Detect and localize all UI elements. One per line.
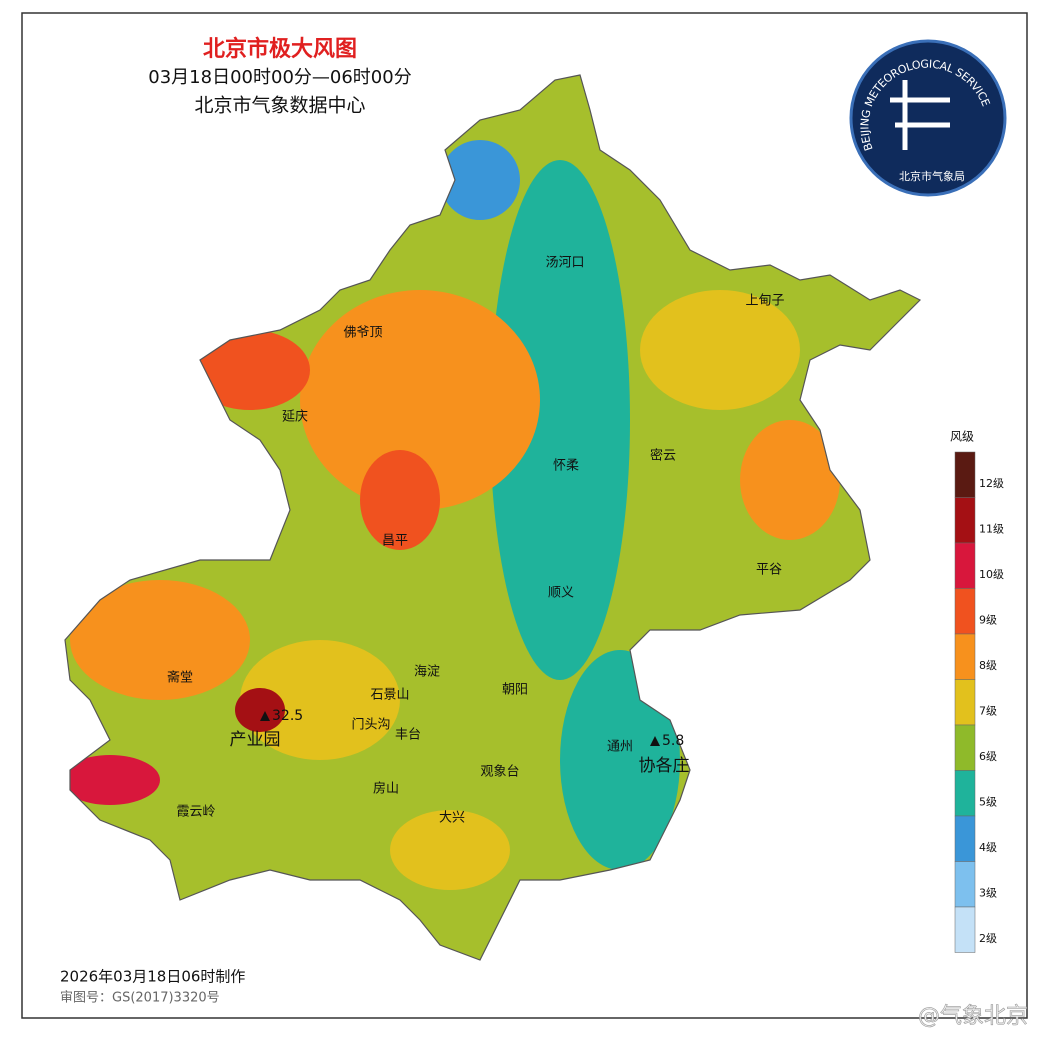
place-label: 密云 [650, 448, 676, 464]
legend: 风级 12级 11级 10级 9级 8级 7级 6级 5级 4级 3级 2级 [950, 430, 1004, 953]
station-marker [260, 711, 270, 721]
legend-label: 5级 [979, 795, 997, 808]
place-label: 延庆 [282, 410, 308, 425]
place-label: 汤河口 [545, 256, 584, 271]
station-name: 产业园 [230, 730, 281, 750]
legend-label: 2级 [979, 932, 997, 945]
legend-title: 风级 [950, 430, 974, 444]
legend-label: 7级 [979, 704, 997, 717]
legend-label: 8级 [979, 659, 997, 672]
legend-swatch [954, 906, 976, 953]
place-label: 霞云岭 [176, 805, 215, 820]
place-label: 斋堂 [167, 670, 193, 686]
title: 北京市极大风图 [203, 36, 357, 62]
place-label: 观象台 [480, 765, 519, 780]
made-time: 2026年03月18日06时制作 [60, 968, 245, 986]
period: 03月18日00时00分—06时00分 [148, 67, 411, 88]
legend-swatch [954, 815, 976, 862]
place-label: 怀柔 [553, 459, 579, 474]
legend-label: 6级 [979, 750, 997, 763]
place-label: 朝阳 [502, 683, 528, 698]
station-value: 32.5 [272, 708, 303, 724]
legend-swatch [954, 679, 976, 726]
legend-swatch [954, 724, 976, 771]
place-label: 石景山 [370, 688, 409, 703]
legend-swatch [954, 451, 976, 498]
place-label: 大兴 [439, 811, 465, 826]
logo: BEIJING METEOROLOGICAL SERVICE 北京市气象局 [849, 39, 1007, 197]
place-label: 丰台 [395, 728, 421, 743]
station-marker [650, 736, 660, 746]
place-label: 门头沟 [351, 718, 390, 733]
place-label: 海淀 [414, 665, 440, 680]
place-label: 上甸子 [745, 294, 784, 309]
legend-swatch [954, 497, 976, 544]
legend-label: 4级 [979, 841, 997, 854]
source: 北京市气象数据中心 [194, 95, 365, 117]
legend-swatch [954, 633, 976, 680]
legend-swatch [954, 542, 976, 589]
place-label: 房山 [373, 781, 399, 797]
legend-label: 11级 [979, 522, 1004, 535]
legend-label: 10级 [979, 568, 1004, 581]
legend-swatch [954, 861, 976, 908]
watermark: @气象北京 [918, 1004, 1028, 1029]
place-label: 佛爷顶 [343, 326, 382, 341]
legend-swatch [954, 770, 976, 817]
legend-label: 3级 [979, 886, 997, 899]
station-name: 协各庄 [639, 756, 690, 776]
place-label: 顺义 [548, 586, 574, 601]
legend-swatch [954, 588, 976, 635]
place-label: 平谷 [756, 563, 782, 578]
legend-label: 9级 [979, 613, 997, 626]
place-label: 通州 [607, 740, 633, 755]
station-value: 5.8 [662, 733, 684, 749]
legend-label: 12级 [979, 477, 1004, 490]
place-label: 昌平 [382, 534, 408, 549]
frame [21, 12, 1028, 1019]
approval-number: 审图号：GS(2017)3320号 [60, 991, 220, 1006]
logo-name: 北京市气象局 [899, 169, 965, 183]
